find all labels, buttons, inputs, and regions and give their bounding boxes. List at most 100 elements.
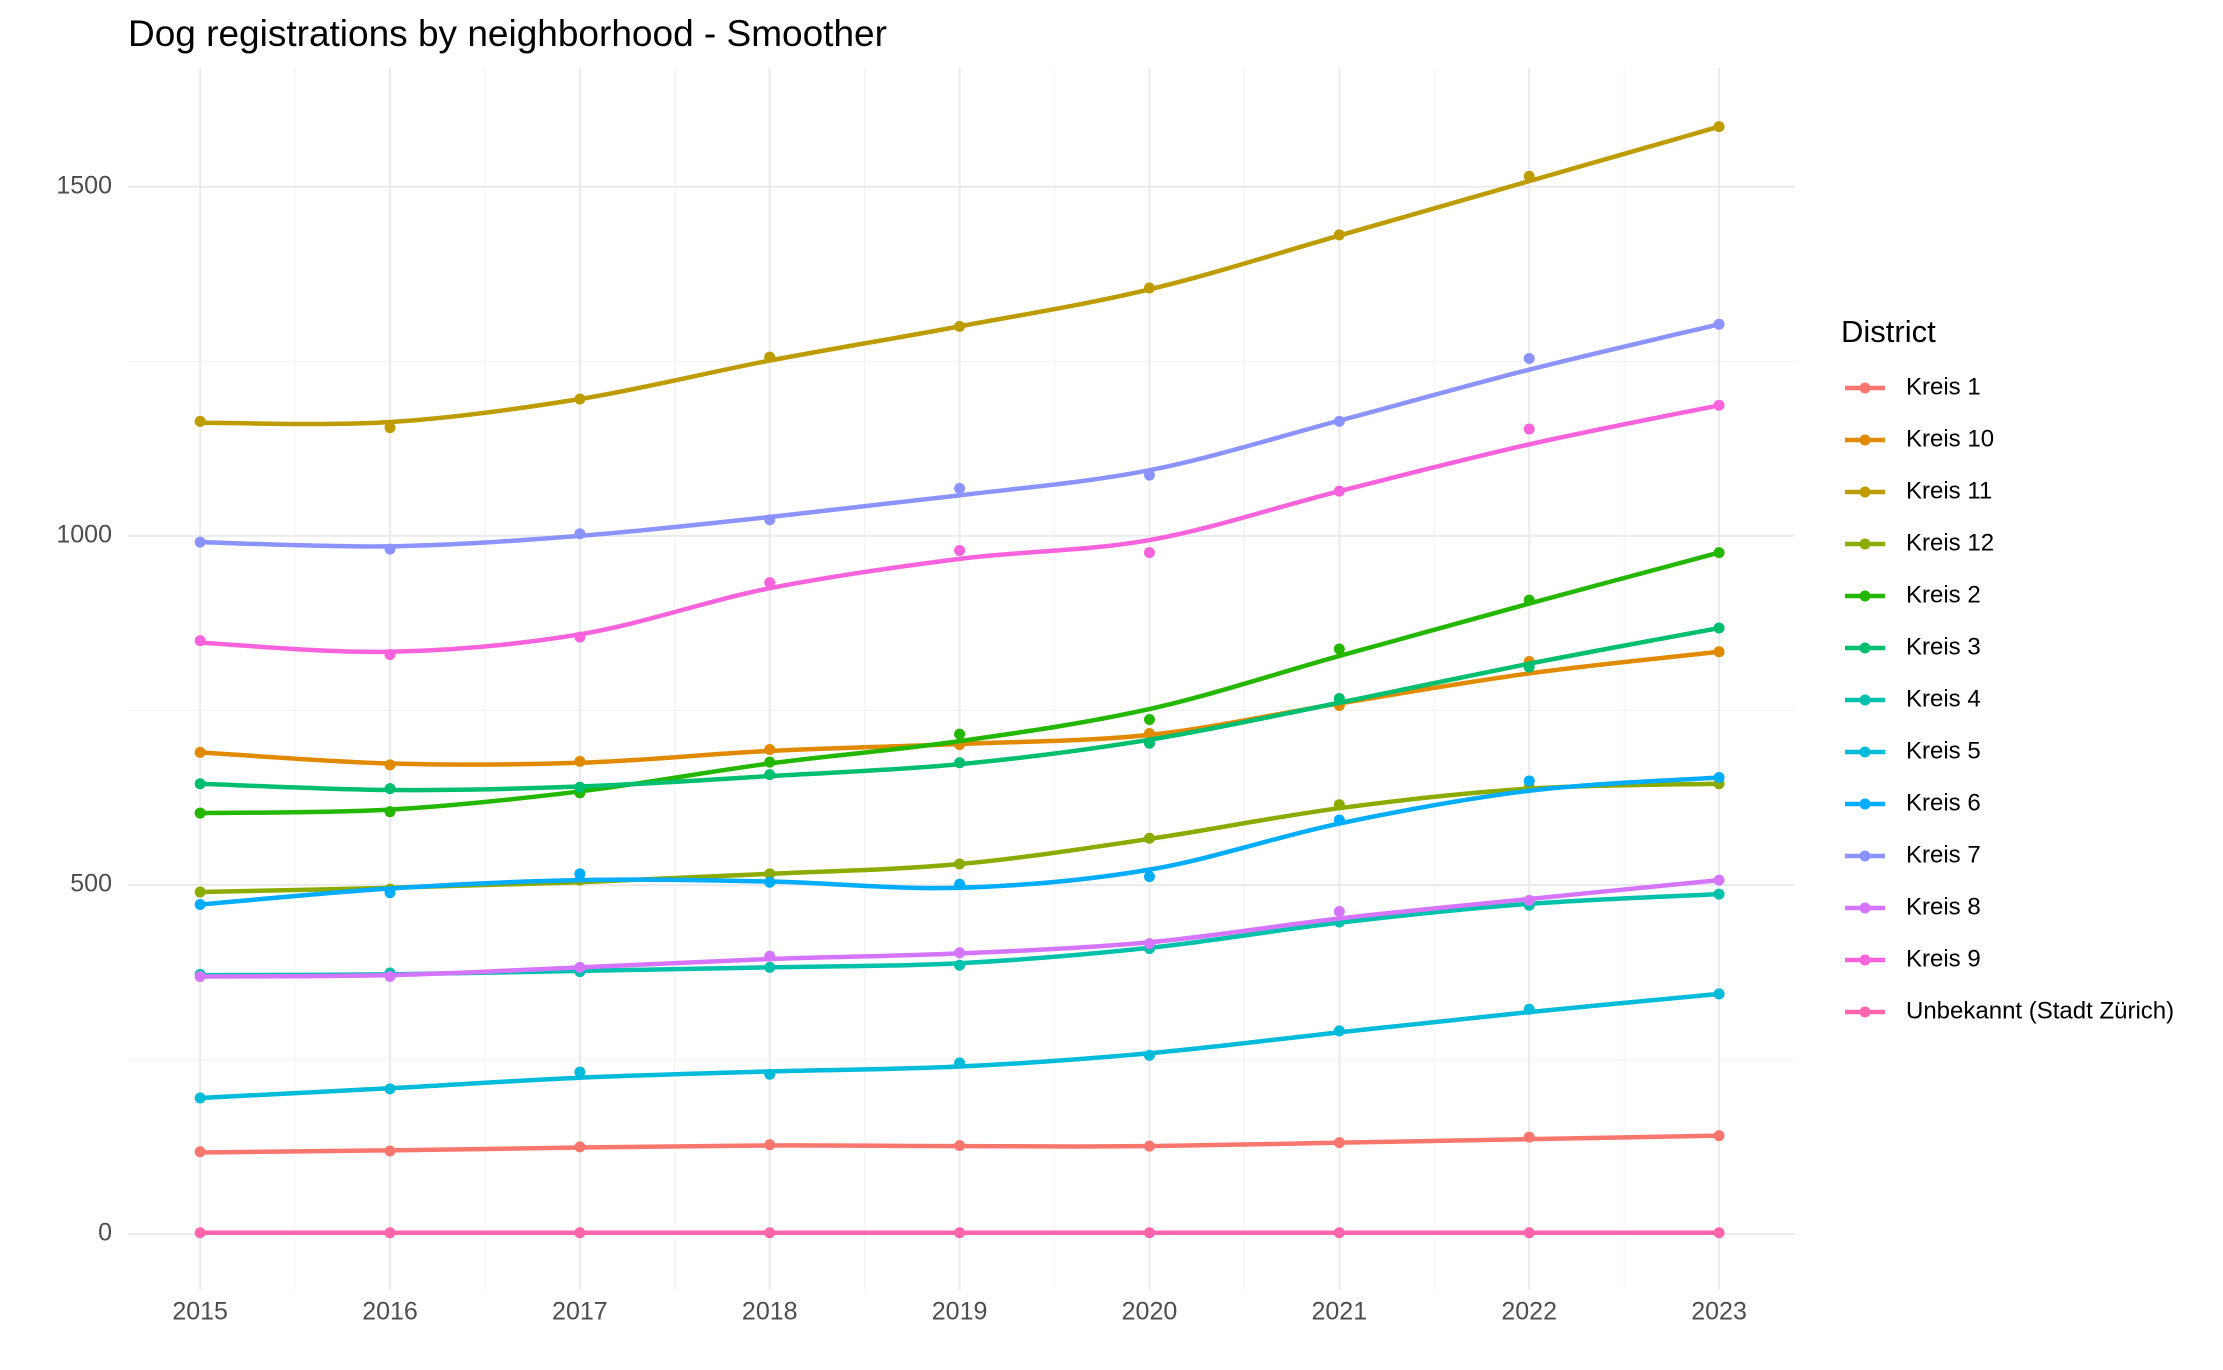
data-point <box>574 781 586 793</box>
data-point <box>1333 693 1345 705</box>
data-point <box>384 543 396 555</box>
x-tick-label: 2020 <box>1122 1298 1178 1326</box>
data-point <box>764 351 776 363</box>
legend-label: Kreis 7 <box>1906 841 1981 868</box>
data-point <box>1143 737 1155 749</box>
data-point <box>764 1068 776 1080</box>
x-tick-label: 2017 <box>552 1298 608 1326</box>
data-point <box>384 1145 396 1157</box>
data-point <box>1523 1227 1535 1239</box>
data-point <box>574 528 586 540</box>
series-kreis-3 <box>194 622 1725 795</box>
data-point <box>1143 714 1155 726</box>
legend-label: Kreis 9 <box>1906 945 1981 972</box>
data-point <box>1333 799 1345 811</box>
data-point <box>194 1227 206 1239</box>
series-layer <box>194 121 1725 1239</box>
axes: 2015 2016 2017 2018 2019 2020 2021 2022 2023 0 500… <box>56 171 1746 1325</box>
data-point <box>1713 399 1725 411</box>
data-point <box>194 886 206 898</box>
data-point <box>1333 814 1345 826</box>
data-point <box>1333 1025 1345 1037</box>
x-tick-label: 2019 <box>932 1298 988 1326</box>
legend-key-point <box>1859 434 1871 446</box>
data-point <box>194 807 206 819</box>
data-point <box>1523 775 1535 787</box>
series-line <box>197 550 1722 816</box>
data-point <box>574 961 586 973</box>
data-point <box>384 970 396 982</box>
data-point <box>1713 318 1725 330</box>
data-point <box>1333 643 1345 655</box>
data-point <box>764 950 776 962</box>
data-point <box>1523 894 1535 906</box>
data-point <box>1333 485 1345 497</box>
series-kreis-1 <box>194 1130 1725 1158</box>
legend-label: Kreis 5 <box>1906 737 1981 764</box>
series-kreis-8 <box>194 874 1725 982</box>
data-point <box>1143 938 1155 950</box>
data-point <box>764 756 776 768</box>
data-point <box>574 1227 586 1239</box>
series-kreis-7 <box>194 318 1725 555</box>
data-point <box>1333 906 1345 918</box>
data-point <box>1523 170 1535 182</box>
data-point <box>954 1057 966 1069</box>
x-tick-label: 2016 <box>362 1298 418 1326</box>
data-point <box>764 769 776 781</box>
legend-key-point <box>1859 642 1871 654</box>
data-point <box>954 545 966 557</box>
series-kreis-6 <box>194 771 1725 911</box>
data-point <box>764 744 776 756</box>
series-line <box>197 322 1722 549</box>
legend-key-point <box>1859 850 1871 862</box>
data-point <box>1143 547 1155 559</box>
legend-item-kreis-9: Kreis 9 <box>1845 945 1981 972</box>
data-point <box>384 759 396 771</box>
series-kreis-9 <box>194 399 1725 661</box>
legend-label: Kreis 4 <box>1906 685 1981 712</box>
data-point <box>1143 727 1155 739</box>
legend-label: Kreis 3 <box>1906 633 1981 660</box>
legend: District Kreis 1 Kreis 10 Kreis 11 Kreis 12… <box>1841 314 2174 1024</box>
legend-label: Kreis 11 <box>1906 477 1992 504</box>
x-tick-label: 2022 <box>1501 1298 1557 1326</box>
legend-label: Kreis 8 <box>1906 893 1981 920</box>
legend-title: District <box>1841 314 1936 349</box>
data-point <box>574 393 586 405</box>
legend-label: Kreis 1 <box>1906 373 1981 400</box>
legend-item-kreis-8: Kreis 8 <box>1845 893 1981 920</box>
x-tick-label: 2021 <box>1312 1298 1368 1326</box>
series-unbekannt-stadt-z-rich <box>194 1227 1725 1239</box>
data-point <box>1143 1049 1155 1061</box>
y-tick-label: 1500 <box>56 171 112 199</box>
data-point <box>764 876 776 888</box>
data-point <box>384 1083 396 1095</box>
legend-key-point <box>1859 694 1871 706</box>
chart-title: Dog registrations by neighborhood - Smoo… <box>128 13 887 54</box>
legend-item-kreis-2: Kreis 2 <box>1845 581 1981 608</box>
series-line <box>197 124 1722 427</box>
data-point <box>954 878 966 890</box>
data-point <box>194 1146 206 1158</box>
data-point <box>954 1139 966 1151</box>
legend-label: Kreis 2 <box>1906 581 1981 608</box>
data-point <box>764 868 776 880</box>
legend-label: Kreis 6 <box>1906 789 1981 816</box>
data-point <box>1713 1130 1725 1142</box>
data-point <box>1333 1227 1345 1239</box>
legend-item-kreis-12: Kreis 12 <box>1845 529 1994 556</box>
data-point <box>194 1092 206 1104</box>
data-point <box>1143 1140 1155 1152</box>
data-point <box>764 514 776 526</box>
legend-item-kreis-7: Kreis 7 <box>1845 841 1981 868</box>
legend-key-point <box>1859 954 1871 966</box>
legend-item-kreis-1: Kreis 1 <box>1845 373 1981 400</box>
series-line <box>197 403 1722 655</box>
legend-key-point <box>1859 902 1871 914</box>
y-tick-label: 1000 <box>56 520 112 548</box>
legend-label: Kreis 10 <box>1906 425 1994 452</box>
legend-key-point <box>1859 538 1871 550</box>
y-tick-label: 500 <box>70 870 112 898</box>
